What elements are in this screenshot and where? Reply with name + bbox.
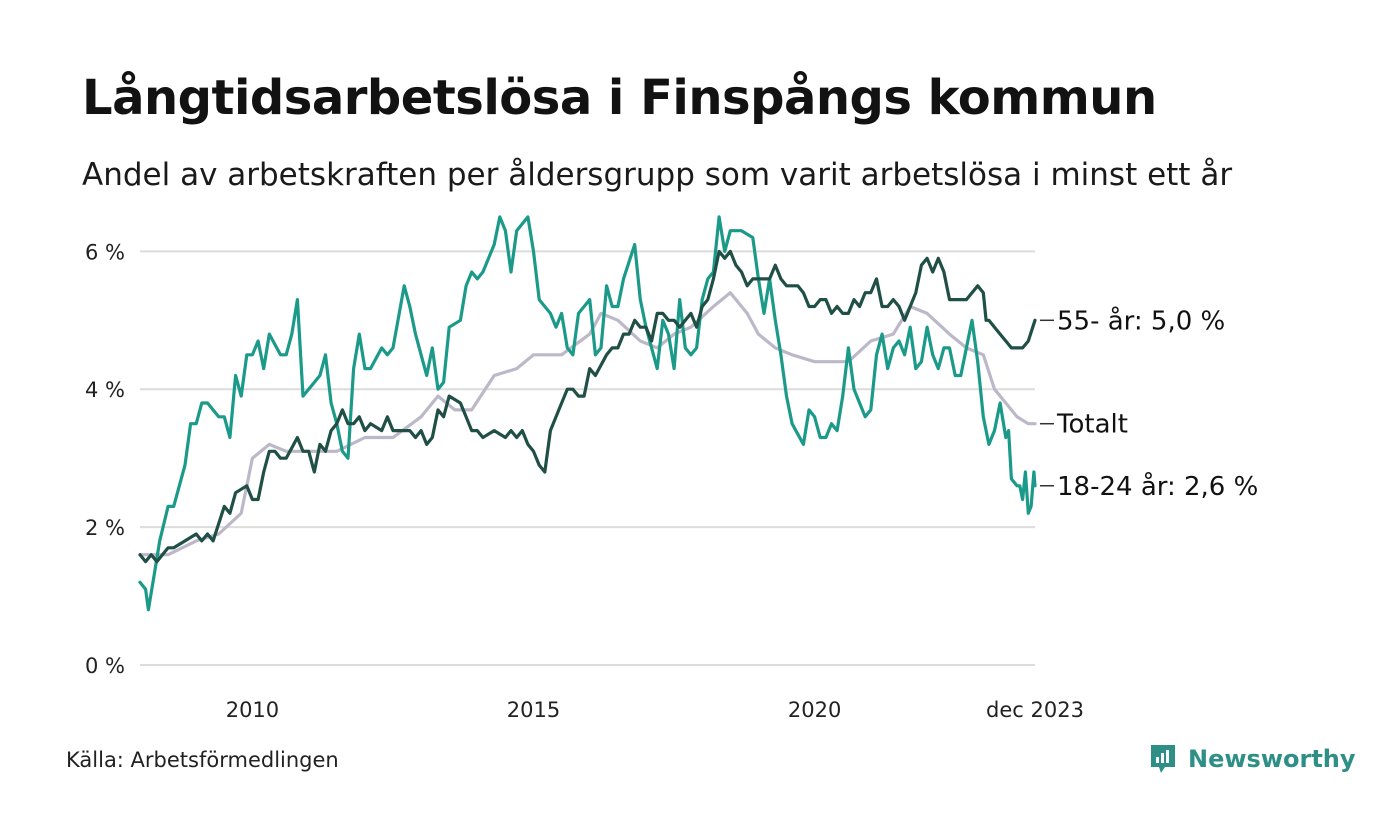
chart-subtitle: Andel av arbetskraften per åldersgrupp s… [82,157,1233,193]
series-line-55-r [138,249,1037,564]
brand-name: Newsworthy [1188,745,1356,773]
y-tick-label: 6 % [85,240,125,264]
series-end-label: Totalt [1056,410,1128,440]
x-tick-label: 2015 [507,698,560,722]
x-tick-label: dec 2023 [986,698,1084,722]
y-tick-label: 2 % [85,516,125,540]
y-tick-label: 0 % [85,654,125,678]
x-tick-label: 2020 [788,698,841,722]
source-note: Källa: Arbetsförmedlingen [66,748,339,772]
series-end-label: 18-24 år: 2,6 % [1057,471,1258,502]
series-line-totalt [138,291,1037,557]
x-tick-label: 2010 [226,698,279,722]
y-tick-label: 4 % [85,378,125,402]
series-end-label: 55- år: 5,0 % [1057,305,1225,336]
newsworthy-logo-icon [1151,745,1175,773]
series-line-18-24-r [138,215,1037,612]
brand-logo: Newsworthy [1148,742,1356,776]
chart-title: Långtidsarbetslösa i Finspångs kommun [82,70,1157,126]
